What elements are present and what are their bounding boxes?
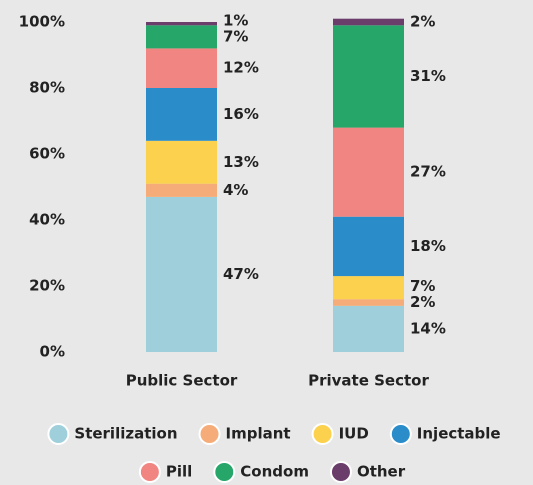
value-label: 7% — [410, 277, 435, 295]
legend-swatch — [329, 461, 352, 483]
value-label: 27% — [410, 163, 446, 181]
legend-label: IUD — [339, 425, 369, 443]
bar-segment — [146, 183, 217, 197]
y-tick-label: 60% — [29, 145, 65, 163]
value-label: 14% — [410, 319, 446, 337]
value-label: 1% — [223, 11, 248, 29]
legend-swatch — [47, 423, 70, 445]
legend-swatch — [213, 461, 236, 483]
value-label: 12% — [223, 59, 259, 77]
legend-label: Implant — [226, 425, 291, 443]
legend-label: Condom — [240, 463, 309, 481]
legend-label: Sterilization — [74, 425, 177, 443]
bar-segment — [146, 140, 217, 184]
x-tick-label: Private Sector — [308, 372, 429, 390]
legend-swatch — [389, 423, 412, 445]
bar-segment — [333, 18, 404, 26]
value-label: 4% — [223, 181, 248, 199]
value-label: 16% — [223, 105, 259, 123]
legend-swatch — [138, 461, 161, 483]
y-tick-label: 80% — [29, 79, 65, 97]
value-label: 31% — [410, 67, 446, 85]
value-label: 2% — [410, 13, 435, 31]
bar-segment — [333, 216, 404, 277]
x-tick-label: Public Sector — [126, 372, 238, 390]
value-label: 7% — [223, 27, 248, 45]
legend-label: Injectable — [417, 425, 501, 443]
value-label: 2% — [410, 293, 435, 311]
bar-segment — [333, 127, 404, 217]
y-tick-label: 0% — [40, 343, 65, 361]
bar-segment — [333, 276, 404, 300]
y-tick-label: 20% — [29, 277, 65, 295]
y-tick-label: 100% — [19, 13, 65, 31]
y-tick-label: 40% — [29, 211, 65, 229]
bar-segment — [146, 22, 217, 26]
value-label: 13% — [223, 153, 259, 171]
bar-segment — [146, 196, 217, 352]
value-label: 47% — [223, 265, 259, 283]
bar-segment — [146, 48, 217, 88]
legend-label: Pill — [166, 463, 192, 481]
legend-swatch — [311, 423, 334, 445]
legend-label: Other — [357, 463, 406, 481]
bar-segment — [146, 25, 217, 49]
legend-swatch — [198, 423, 221, 445]
bar-segment — [333, 25, 404, 128]
bar-segment — [146, 88, 217, 141]
value-label: 18% — [410, 237, 446, 255]
bar-segment — [333, 299, 404, 306]
bar-segment — [333, 305, 404, 352]
